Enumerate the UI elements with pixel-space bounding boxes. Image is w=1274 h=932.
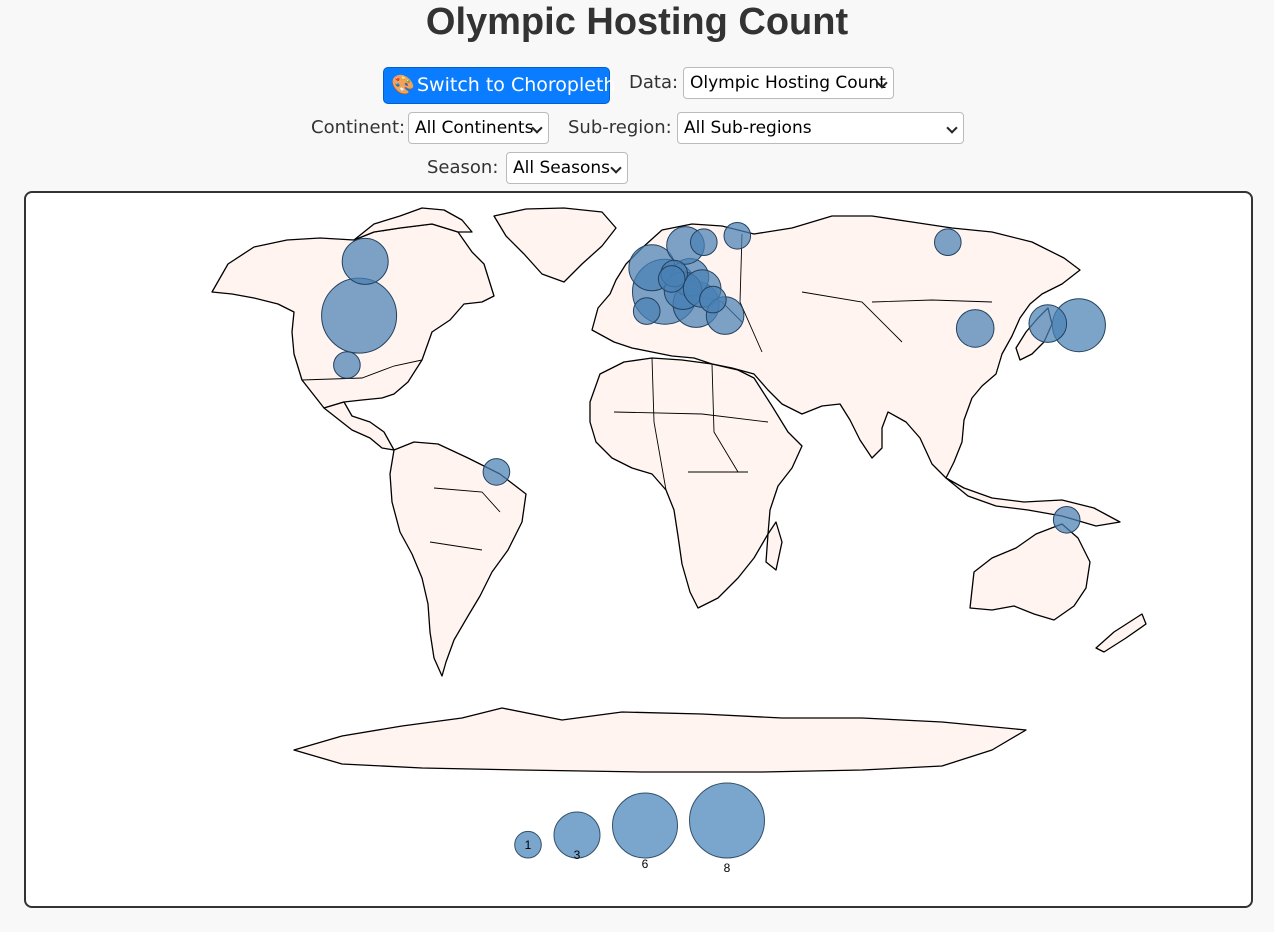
- bubble-spain[interactable]: [633, 298, 660, 325]
- legend-label: 6: [642, 857, 649, 871]
- switch-view-label: Switch to Choropleth: [417, 74, 615, 96]
- legend-bubble: [613, 793, 678, 858]
- legend-label: 3: [574, 848, 581, 862]
- bubble-china[interactable]: [956, 310, 994, 348]
- continent-select-value: All Continents: [415, 118, 533, 138]
- palette-icon: 🎨: [391, 68, 417, 103]
- subregion-label: Sub-region:: [568, 117, 672, 139]
- data-label: Data:: [629, 72, 678, 94]
- land-southeast-asia: [946, 478, 1120, 526]
- bubble-sweden[interactable]: [691, 229, 718, 256]
- chevron-down-icon: [946, 122, 957, 133]
- continent-label: Continent:: [311, 117, 405, 139]
- land-africa: [590, 358, 802, 608]
- land-new-zealand: [1096, 614, 1146, 652]
- switch-view-button[interactable]: 🎨 Switch to Choropleth: [383, 67, 610, 104]
- size-legend: 1 3 6 8: [515, 783, 765, 875]
- land-greenland: [494, 208, 616, 282]
- bubble-finland[interactable]: [724, 223, 751, 250]
- season-select[interactable]: All Seasons: [506, 152, 628, 184]
- legend-label: 1: [525, 838, 532, 852]
- bubble-brazil[interactable]: [483, 459, 510, 486]
- chevron-down-icon: [610, 162, 621, 173]
- legend-label: 8: [724, 861, 731, 875]
- season-select-value: All Seasons: [513, 158, 610, 178]
- page-title: Olympic Hosting Count: [0, 0, 1274, 44]
- data-select[interactable]: Olympic Hosting Count: [683, 67, 894, 99]
- subregion-select[interactable]: All Sub-regions: [677, 112, 964, 144]
- bubble-united-states[interactable]: [322, 278, 397, 353]
- subregion-select-value: All Sub-regions: [684, 118, 812, 138]
- bubble-canada[interactable]: [342, 238, 388, 284]
- map-panel: 1 3 6 8: [24, 191, 1253, 908]
- land-antarctica: [294, 708, 1026, 772]
- bubble-bosnia-and-herzegovina[interactable]: [700, 286, 727, 313]
- continent-select[interactable]: All Continents: [408, 112, 549, 144]
- season-label: Season:: [427, 157, 498, 179]
- bubble-australia[interactable]: [1053, 507, 1080, 534]
- bubble-south-korea[interactable]: [1029, 305, 1067, 343]
- bubble-mexico[interactable]: [334, 352, 361, 379]
- legend-bubble: [690, 783, 765, 858]
- world-map[interactable]: 1 3 6 8: [26, 193, 1251, 906]
- land-australia: [970, 524, 1090, 620]
- data-select-value: Olympic Hosting Count: [690, 73, 886, 93]
- bubble-belgium[interactable]: [658, 266, 685, 293]
- bubble-russia[interactable]: [935, 229, 962, 256]
- land-central-america: [324, 402, 394, 450]
